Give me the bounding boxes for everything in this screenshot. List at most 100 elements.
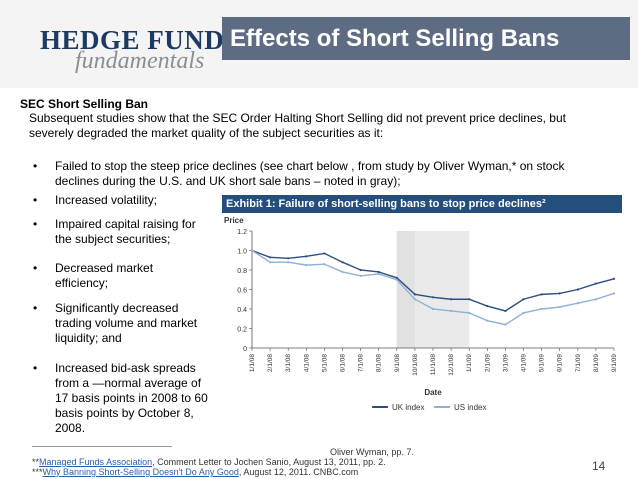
x-tick-label-20: 9/1/09 [611, 354, 618, 372]
bullet-5: • Significantly decreased trading volume… [33, 301, 213, 346]
footnote-3-prefix: *** [32, 467, 43, 477]
cnbc-article-link[interactable]: Why Banning Short-Selling Doesn't Do Any… [42, 467, 239, 477]
bullet-4-line-1: Decreased market [55, 261, 154, 275]
series-1-point-13 [486, 319, 489, 322]
x-tick-label-1: 2/1/08 [267, 354, 274, 372]
x-axis-label: Date [424, 388, 442, 397]
x-tick-label-17: 6/1/09 [557, 354, 564, 372]
chart-title: Exhibit 1: Failure of short-selling bans… [222, 195, 622, 213]
series-0-point-11 [450, 298, 453, 301]
series-1-point-17 [558, 305, 561, 309]
series-1-point-20 [612, 292, 616, 295]
bullet-1-line-2: declines during the U.S. and UK short sa… [55, 174, 401, 188]
bullet-dot: • [33, 159, 38, 173]
series-1-point-3 [305, 264, 308, 267]
section-heading: SEC Short Selling Ban [20, 97, 149, 111]
series-1-point-16 [540, 307, 543, 311]
bullet-6-line-2: from a —normal average of [55, 376, 202, 390]
x-tick-label-4: 5/1/08 [321, 354, 328, 372]
series-0-point-4 [323, 252, 326, 255]
bullet-6-line-3: 17 basis points in 2008 to 60 [55, 391, 208, 405]
bullet-dot: • [33, 193, 38, 207]
series-0-point-17 [558, 292, 561, 295]
series-0-point-14 [504, 309, 507, 313]
bullet-dot: • [33, 301, 38, 315]
x-tick-label-6: 7/1/08 [358, 354, 365, 372]
x-tick-label-8: 9/1/08 [394, 354, 401, 372]
y-tick-label-1: 0.2 [237, 327, 247, 334]
bullet-3-line-2: the subject securities; [55, 232, 171, 246]
series-0-point-8 [395, 276, 398, 279]
line-chart: Price 0 0.2 0.4 0.6 0.8 1.0 1.2 1/1/08 2/1/08 3/1/… [224, 216, 618, 412]
y-axis-label: Price [224, 216, 244, 225]
exhibit-figure: Exhibit 1: Failure of short-selling bans… [222, 195, 622, 420]
series-0-point-19 [594, 282, 597, 285]
bullet-6: • Increased bid-ask spreads from a —norm… [33, 361, 218, 438]
bullet-6-line-4: basis points by October 8, [55, 406, 194, 420]
x-tick-label-11: 12/1/08 [448, 354, 455, 376]
x-tick-label-18: 7/1/09 [575, 354, 582, 372]
series-0-point-12 [468, 298, 471, 301]
intro-text: Subsequent studies show that the SEC Ord… [29, 111, 604, 141]
x-tick-label-2: 3/1/08 [285, 354, 292, 372]
slide-header: HEDGE FUND fundamentals Effects of Short… [0, 0, 638, 88]
series-0-point-13 [486, 304, 489, 308]
series-1-point-2 [287, 261, 290, 264]
series-1-point-5 [341, 270, 344, 274]
logo-line2: fundamentals [75, 48, 205, 74]
series-1-point-12 [468, 311, 471, 314]
bullet-5-line-2: trading volume and market [55, 316, 198, 330]
x-tick-label-12: 1/1/09 [466, 354, 473, 372]
series-1-point-19 [594, 298, 597, 301]
series-1-point-10 [431, 307, 435, 311]
x-tick-label-10: 11/1/08 [430, 354, 437, 376]
footnote-1: Oliver Wyman, pp. 7. [32, 447, 572, 457]
series-0-point-18 [576, 288, 579, 291]
bullet-4-line-2: efficiency; [55, 276, 109, 290]
legend-label-0: UK index [392, 403, 424, 412]
y-tick-label-4: 0.8 [237, 268, 247, 275]
bullet-2-text: Increased volatility; [55, 193, 158, 207]
footnotes: Oliver Wyman, pp. 7. **Managed Funds Ass… [32, 447, 572, 477]
series-0-point-2 [287, 257, 290, 260]
series-1-point-7 [377, 272, 380, 275]
y-tick-label-3: 0.6 [237, 288, 247, 295]
managed-funds-link[interactable]: Managed Funds Association [39, 457, 153, 467]
series-0-point-15 [522, 298, 525, 301]
bullet-4: • Decreased market efficiency; [33, 261, 213, 291]
footnote-2: **Managed Funds Association, Comment Let… [32, 457, 572, 467]
series-1-point-18 [576, 302, 579, 305]
bullet-dot: • [33, 261, 38, 275]
series-0-point-20 [612, 277, 616, 280]
y-tick-label-2: 0.4 [237, 307, 247, 314]
bullet-1-line-1: Failed to stop the steep price declines … [55, 159, 565, 173]
page-number: 14 [592, 459, 606, 473]
intro-line-1: Subsequent studies show that the SEC Ord… [29, 111, 566, 125]
footnote-1-text: Oliver Wyman, pp. 7. [330, 447, 414, 457]
y-tick-label-5: 1.0 [237, 249, 247, 256]
x-tick-label-5: 6/1/08 [340, 354, 347, 372]
series-1-point-14 [504, 323, 507, 326]
x-tick-label-14: 3/1/09 [502, 354, 509, 372]
y-tick-label-0: 0 [243, 346, 247, 353]
bullet-5-line-1: Significantly decreased [55, 301, 179, 315]
bullet-dot: • [33, 217, 38, 231]
bullet-2: • Increased volatility; [33, 193, 213, 208]
series-1-point-11 [450, 309, 453, 313]
series-0-point-9 [413, 293, 416, 296]
x-tick-label-0: 1/1/08 [249, 354, 256, 372]
slide-title: Effects of Short Selling Bans [222, 17, 630, 60]
series-1-point-0 [250, 249, 254, 252]
footnote-2-text: , Comment Letter to Jochen Sanio, August… [152, 457, 386, 467]
bullet-dot: • [33, 361, 38, 375]
series-1-point-15 [522, 311, 525, 314]
series-1-point-1 [269, 261, 272, 264]
series-0-point-10 [431, 296, 435, 299]
series-0-point-7 [377, 270, 380, 274]
x-tick-label-19: 8/1/09 [593, 354, 600, 372]
legend-label-1: US index [454, 403, 486, 412]
footnote-3: ***Why Banning Short-Selling Doesn't Do … [32, 467, 572, 477]
series-1-point-8 [395, 278, 398, 281]
series-1-point-9 [413, 298, 416, 301]
x-tick-label-15: 4/1/09 [521, 354, 528, 372]
